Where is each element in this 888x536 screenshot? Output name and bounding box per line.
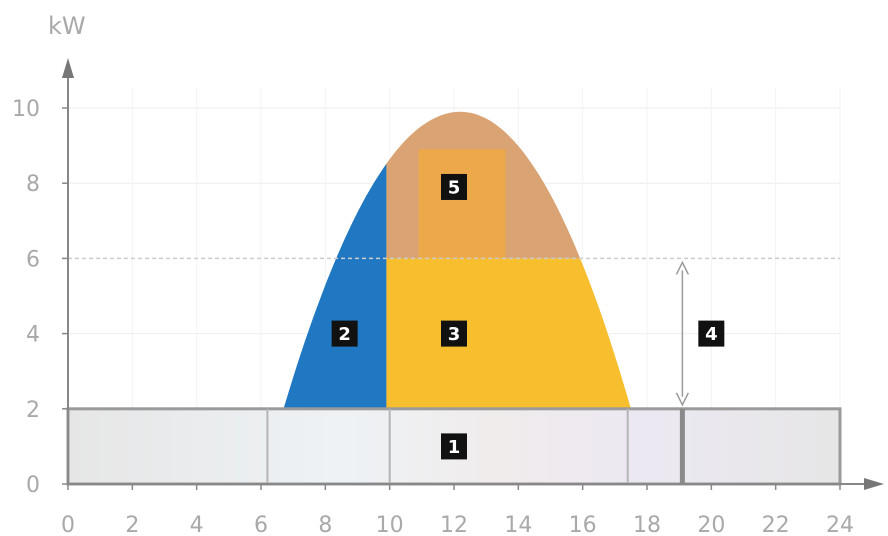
x-tick-label: 16 [569, 513, 597, 536]
badge-box [441, 320, 467, 347]
pv-top-orange-region [418, 149, 506, 259]
x-tick-label: 20 [697, 513, 725, 536]
zone-badges: 1 2 3 4 5 [331, 173, 725, 460]
x-tick-label: 24 [826, 513, 854, 536]
x-tick-label: 18 [633, 513, 661, 536]
x-tick-label: 4 [190, 513, 204, 536]
arrow-head-down [675, 392, 690, 407]
y-axis-arrow [62, 58, 74, 78]
x-tick-label: 8 [318, 513, 332, 536]
zone-badge-5: 5 [441, 173, 467, 200]
x-tick-label: 10 [376, 513, 404, 536]
x-tick-label: 6 [254, 513, 268, 536]
x-tick-label: 2 [125, 513, 139, 536]
badge-box [331, 320, 358, 347]
y-tick-label: 8 [26, 172, 40, 197]
x-tick-label: 0 [61, 513, 75, 536]
zone-badge-3: 3 [441, 320, 467, 347]
arrow-head-up [675, 260, 690, 275]
badge-box [698, 320, 725, 347]
zone-badge-4: 4 [698, 320, 725, 347]
axes [62, 58, 884, 490]
y-tick-label: 6 [26, 247, 40, 272]
pv-blue-region [283, 111, 387, 409]
badge-box [441, 433, 467, 460]
pv-area [283, 111, 631, 409]
badge-label: 1 [448, 437, 461, 458]
zone-badge-1: 1 [441, 433, 467, 460]
x-axis-arrow [864, 478, 884, 490]
badge-label: 2 [338, 324, 351, 345]
zone-badge-2: 2 [331, 320, 358, 347]
x-tick-label: 12 [440, 513, 468, 536]
y-tick-label: 10 [12, 97, 40, 122]
y-axis-unit-label: kW [48, 12, 86, 40]
badge-label: 5 [448, 177, 461, 198]
base-load-dividers [266, 408, 685, 484]
y-tick-label: 2 [26, 398, 40, 423]
y-tick-label: 0 [26, 473, 40, 498]
y-tick-label: 4 [26, 323, 40, 348]
x-tick-label: 14 [504, 513, 532, 536]
badge-box [441, 173, 467, 200]
badge-label: 3 [448, 324, 461, 345]
x-tick-label: 22 [762, 513, 790, 536]
pv-yellow-region [386, 258, 631, 409]
range-arrow [675, 260, 690, 407]
badge-label: 4 [705, 324, 718, 345]
